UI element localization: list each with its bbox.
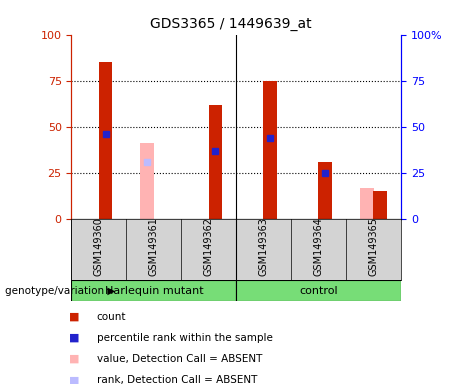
Bar — [99, 62, 112, 219]
Text: Harlequin mutant: Harlequin mutant — [105, 286, 203, 296]
Text: GSM149360: GSM149360 — [94, 217, 104, 276]
Bar — [71, 280, 236, 301]
Bar — [319, 162, 332, 219]
Text: ■: ■ — [69, 354, 80, 364]
Bar — [208, 104, 222, 219]
Bar — [360, 187, 374, 219]
Bar — [141, 143, 154, 219]
Text: GSM149363: GSM149363 — [259, 217, 269, 276]
Text: GSM149361: GSM149361 — [149, 217, 159, 276]
Text: genotype/variation ▶: genotype/variation ▶ — [5, 286, 115, 296]
Text: ■: ■ — [69, 375, 80, 384]
Bar — [373, 191, 387, 219]
Text: GDS3365 / 1449639_at: GDS3365 / 1449639_at — [150, 17, 311, 31]
Text: GSM149364: GSM149364 — [313, 217, 324, 276]
Bar — [263, 81, 277, 219]
Text: percentile rank within the sample: percentile rank within the sample — [97, 333, 273, 343]
Text: value, Detection Call = ABSENT: value, Detection Call = ABSENT — [97, 354, 262, 364]
Text: control: control — [299, 286, 338, 296]
Text: ■: ■ — [69, 333, 80, 343]
Text: GSM149362: GSM149362 — [204, 217, 214, 276]
Bar — [236, 280, 401, 301]
Text: rank, Detection Call = ABSENT: rank, Detection Call = ABSENT — [97, 375, 257, 384]
Text: ■: ■ — [69, 312, 80, 322]
Text: count: count — [97, 312, 126, 322]
Text: GSM149365: GSM149365 — [369, 217, 378, 276]
